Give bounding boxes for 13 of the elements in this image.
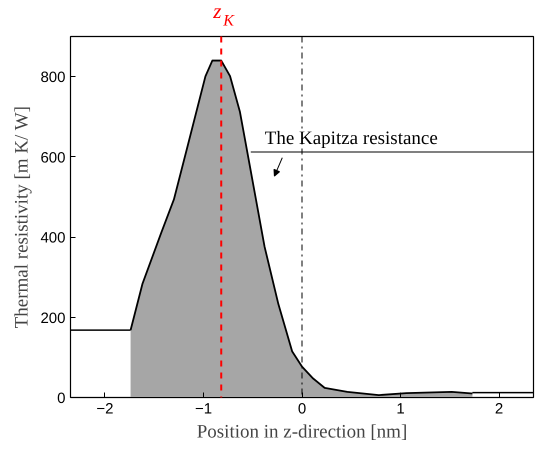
y-axis-title: Thermal resistivity [m K/ W] xyxy=(11,106,32,328)
annotation: The Kapitza resistance xyxy=(264,128,438,149)
x-tick-label: 1 xyxy=(396,400,405,418)
x-tick-label: 2 xyxy=(494,400,504,418)
y-tick-label: 800 xyxy=(40,69,66,86)
x-tick-label: 0 xyxy=(298,400,306,418)
y-tick-label: 0 xyxy=(57,390,66,407)
x-tick-label: −2 xyxy=(96,400,114,418)
x-tick-label: −1 xyxy=(194,400,212,418)
x-axis-title: Position in z-direction [nm] xyxy=(196,422,408,442)
y-tick-label: 400 xyxy=(40,230,66,247)
y-tick-label: 600 xyxy=(40,149,66,166)
y-tick-label: 200 xyxy=(40,310,66,327)
